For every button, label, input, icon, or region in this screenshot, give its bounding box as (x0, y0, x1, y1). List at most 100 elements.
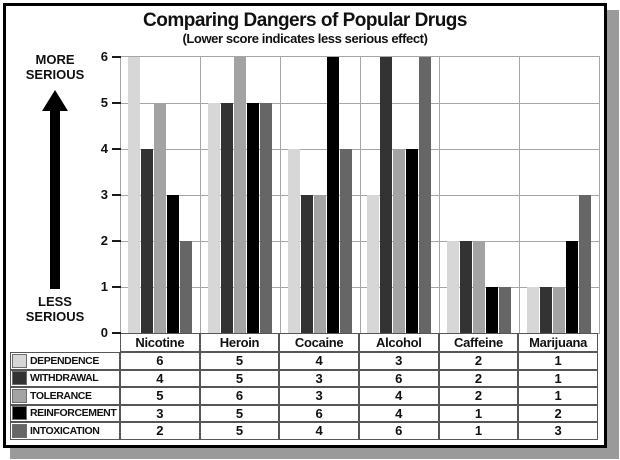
bar-reinforcement-nicotine (167, 195, 180, 333)
table-value-withdrawal-caffeine: 2 (438, 369, 519, 387)
table-value-intoxication-cocaine: 4 (279, 422, 359, 440)
table-value-dependence-cocaine: 4 (279, 352, 359, 370)
y-axis-tick-mark (112, 240, 121, 242)
legend-row-tolerance: TOLERANCE (10, 387, 120, 405)
bar-intoxication-heroin (259, 103, 272, 333)
up-arrow-icon (42, 90, 68, 289)
y-axis-tick-label: 3 (100, 187, 108, 202)
plot-area (120, 56, 600, 334)
table-value-reinforcement-caffeine: 1 (438, 404, 519, 422)
legend-row-dependence: DEPENDENCE (10, 352, 120, 370)
bar-withdrawal-alcohol (380, 57, 393, 333)
table-value-intoxication-heroin: 5 (199, 422, 280, 440)
bar-reinforcement-cocaine (326, 57, 339, 333)
table-value-dependence-marijuana: 1 (518, 352, 598, 370)
table-value-reinforcement-nicotine: 3 (120, 404, 200, 422)
legend-swatch-intoxication (12, 423, 27, 438)
arrow-shaft (50, 111, 60, 289)
gridline-vertical (439, 57, 441, 333)
bar-intoxication-cocaine (339, 149, 352, 333)
y-axis-less-serious-label: LESS SERIOUS (25, 294, 85, 324)
y-axis-tick-label: 6 (100, 49, 108, 64)
y-axis-tick-mark (112, 332, 121, 334)
table-value-intoxication-caffeine: 1 (438, 422, 519, 440)
gridline-vertical (359, 57, 361, 333)
legend-series-name: INTOXICATION (30, 424, 100, 437)
y-axis-tick-mark (112, 194, 121, 196)
table-value-tolerance-cocaine: 3 (279, 387, 359, 405)
bar-tolerance-alcohol (393, 149, 406, 333)
chart-card: Comparing Dangers of Popular Drugs (Lowe… (3, 3, 607, 448)
bar-dependence-nicotine (128, 57, 141, 333)
y-axis-tick-mark (112, 102, 121, 104)
table-value-withdrawal-cocaine: 3 (279, 369, 359, 387)
legend-swatch-withdrawal (12, 371, 27, 386)
legend-swatch-dependence (12, 353, 27, 368)
y-axis-tick-mark (112, 148, 121, 150)
table-value-dependence-caffeine: 2 (438, 352, 519, 370)
gridline-vertical (200, 57, 202, 333)
y-axis-tick-label: 4 (100, 141, 108, 156)
table-value-intoxication-nicotine: 2 (120, 422, 200, 440)
bar-intoxication-marijuana (578, 195, 591, 333)
y-axis-tick-label: 2 (100, 233, 108, 248)
legend-row-reinforcement: REINFORCEMENT (10, 404, 120, 422)
bar-tolerance-cocaine (313, 195, 326, 333)
table-header-marijuana: Marijuana (518, 333, 598, 352)
bar-intoxication-alcohol (419, 57, 432, 333)
arrow-head (42, 90, 68, 111)
y-axis-tick-mark (112, 286, 121, 288)
table-value-dependence-alcohol: 3 (358, 352, 439, 370)
table-header-nicotine: Nicotine (120, 333, 200, 352)
table-value-dependence-heroin: 5 (199, 352, 280, 370)
table-value-intoxication-alcohol: 6 (358, 422, 439, 440)
y-axis-more-serious-label: MORE SERIOUS (25, 52, 85, 82)
table-value-reinforcement-alcohol: 4 (358, 404, 439, 422)
table-value-reinforcement-cocaine: 6 (279, 404, 359, 422)
legend-series-name: WITHDRAWAL (30, 372, 99, 385)
bar-tolerance-caffeine (472, 241, 485, 333)
y-axis-tick-label: 5 (100, 95, 108, 110)
bar-dependence-marijuana (526, 287, 539, 333)
data-table-legend: Nicotine Heroin Cocaine Alcohol Caffeine Mari… (10, 333, 598, 440)
table-value-tolerance-alcohol: 4 (358, 387, 439, 405)
table-value-intoxication-marijuana: 3 (518, 422, 598, 440)
gridline-vertical (279, 57, 281, 333)
legend-series-name: DEPENDENCE (30, 354, 99, 367)
legend-swatch-tolerance (12, 388, 27, 403)
legend-series-name: REINFORCEMENT (30, 407, 117, 420)
bar-tolerance-marijuana (552, 287, 565, 333)
table-value-withdrawal-alcohol: 6 (358, 369, 439, 387)
legend-row-withdrawal: WITHDRAWAL (10, 369, 120, 387)
bar-reinforcement-heroin (246, 103, 259, 333)
bar-withdrawal-nicotine (141, 149, 154, 333)
table-header-alcohol: Alcohol (358, 333, 439, 352)
legend-series-name: TOLERANCE (30, 389, 92, 402)
table-value-withdrawal-marijuana: 1 (518, 369, 598, 387)
chart-title: Comparing Dangers of Popular Drugs (143, 10, 467, 31)
bar-dependence-heroin (207, 103, 220, 333)
bar-tolerance-heroin (233, 57, 246, 333)
bar-withdrawal-cocaine (300, 195, 313, 333)
bar-withdrawal-caffeine (459, 241, 472, 333)
table-value-reinforcement-heroin: 5 (199, 404, 280, 422)
bar-reinforcement-marijuana (565, 241, 578, 333)
bar-withdrawal-heroin (220, 103, 233, 333)
bar-dependence-alcohol (367, 195, 380, 333)
table-header-cocaine: Cocaine (279, 333, 359, 352)
table-value-withdrawal-heroin: 5 (199, 369, 280, 387)
table-value-dependence-nicotine: 6 (120, 352, 200, 370)
table-value-tolerance-marijuana: 1 (518, 387, 598, 405)
bar-withdrawal-marijuana (539, 287, 552, 333)
table-value-tolerance-nicotine: 5 (120, 387, 200, 405)
chart-subtitle: (Lower score indicates less serious effe… (182, 31, 428, 46)
y-axis-tick-label: 1 (100, 279, 108, 294)
table-value-tolerance-heroin: 6 (199, 387, 280, 405)
bar-reinforcement-caffeine (485, 287, 498, 333)
legend-swatch-reinforcement (12, 406, 27, 421)
bar-reinforcement-alcohol (406, 149, 419, 333)
table-value-reinforcement-marijuana: 2 (518, 404, 598, 422)
table-value-tolerance-caffeine: 2 (438, 387, 519, 405)
gridline-vertical (518, 57, 520, 333)
